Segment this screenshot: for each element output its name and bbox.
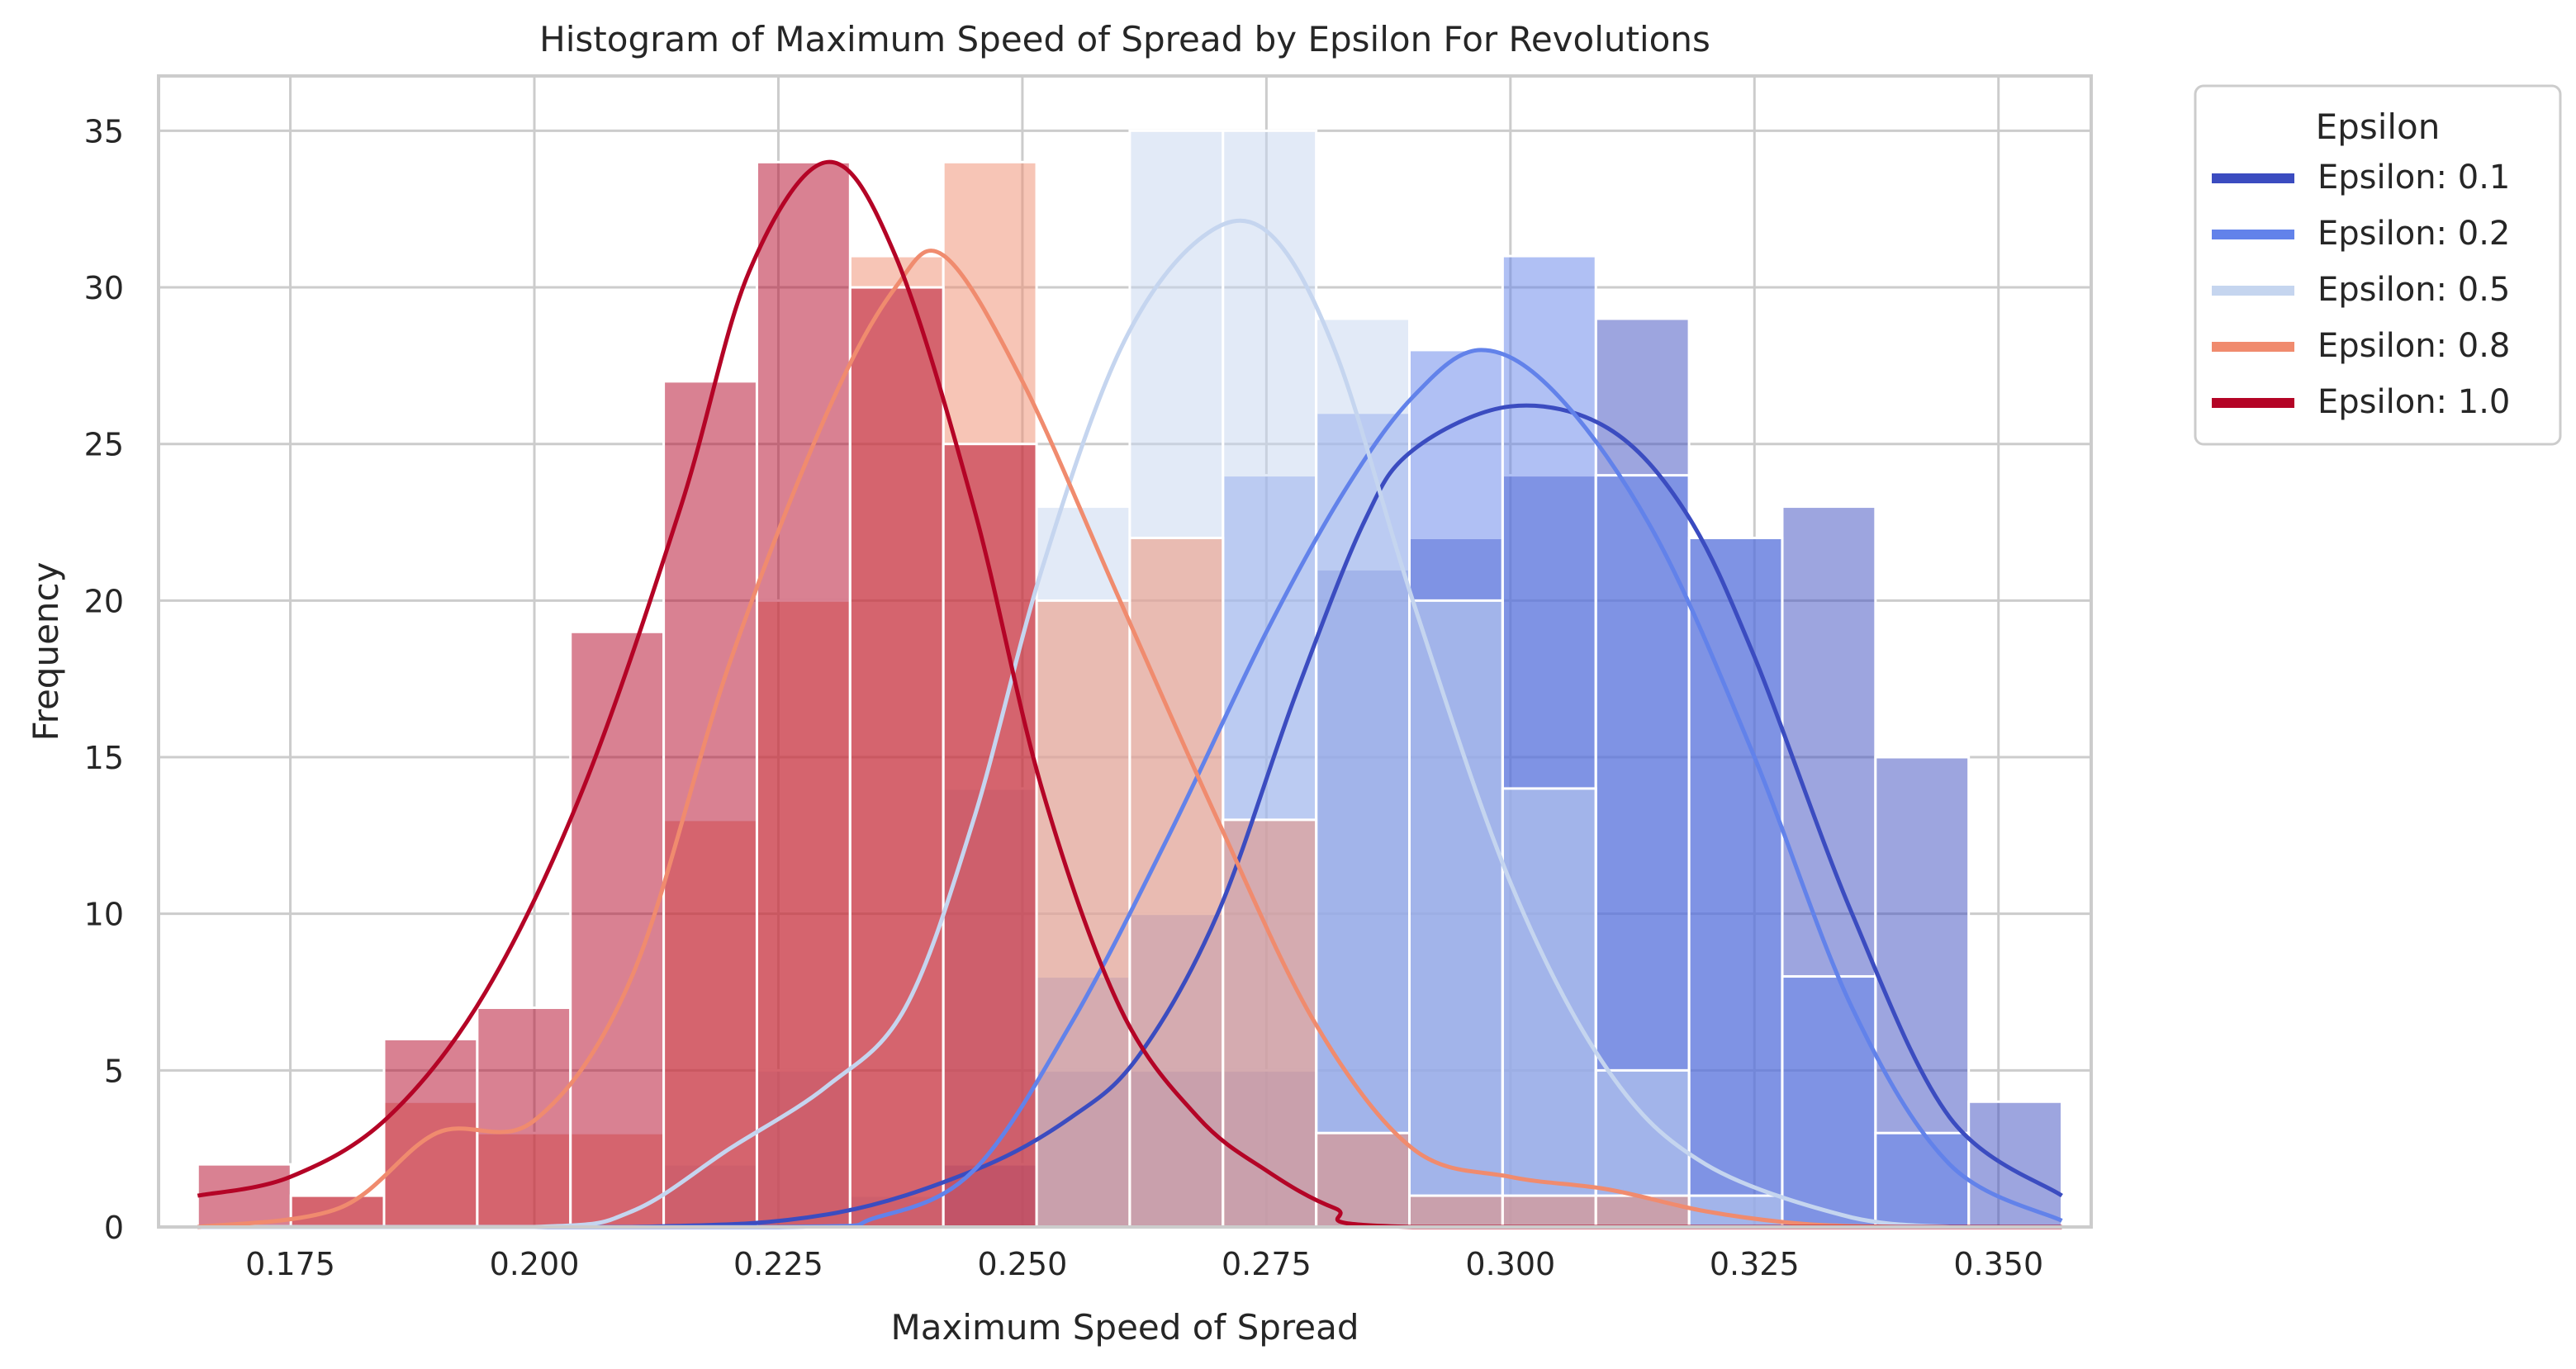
plot-frame [157,74,2093,1229]
x-tick-label: 0.250 [978,1246,1068,1282]
histogram-bar [382,1037,479,1229]
histogram-bar [1408,1194,1504,1229]
histogram-bar [1315,1131,1411,1229]
histogram-bar [1687,536,1784,1229]
histogram-bar [476,1006,572,1229]
kde-line-series-2 [197,218,1950,1229]
legend-label: Epsilon: 1.0 [2317,383,2510,421]
x-tick-label: 0.275 [1222,1246,1312,1282]
kde-line-series-3 [197,249,1901,1229]
legend-label: Epsilon: 0.8 [2317,327,2510,365]
x-tick-label: 0.350 [1953,1246,2043,1282]
x-tick-label: 0.325 [1710,1246,1800,1282]
y-axis-ticks: 0 5 10 15 20 25 30 35 [84,113,124,1246]
y-tick-label: 25 [84,427,124,463]
kde-line-series-4 [197,159,2062,1229]
y-tick-label: 15 [84,740,124,776]
legend-title: Epsilon [2316,107,2441,147]
histogram-bars [196,129,2064,1229]
kde-line-series-1 [197,348,2063,1229]
histogram-bar [662,380,758,1229]
histogram-bar [1315,317,1411,1229]
y-axis-label: Frequency [26,562,66,741]
legend-label: Epsilon: 0.5 [2317,271,2510,309]
x-tick-label: 0.300 [1465,1246,1555,1282]
histogram-bar [1501,787,1597,1229]
chart-title: Histogram of Maximum Speed of Spread by … [539,19,1710,59]
histogram-bar [1222,818,1318,1229]
legend-label: Epsilon: 0.1 [2317,159,2510,197]
histogram-bar [1408,599,1504,1229]
histogram-bar [1781,975,1877,1229]
x-tick-label: 0.225 [733,1246,823,1282]
y-tick-label: 5 [104,1053,124,1089]
kde-curves [197,159,2063,1229]
x-axis-ticks: 0.175 0.200 0.225 0.250 0.275 0.300 0.325 0.350 [245,1246,2043,1282]
y-tick-label: 30 [84,270,124,306]
y-tick-label: 35 [84,113,124,149]
histogram-bar [1501,1194,1597,1229]
kde-line-series-0 [197,403,2063,1229]
x-tick-label: 0.175 [245,1246,335,1282]
histogram-bar [196,1163,292,1229]
histogram-bar [942,443,1038,1229]
histogram-bar [848,286,945,1229]
y-tick-label: 20 [84,583,124,619]
histogram-bar [755,160,852,1229]
histogram-bar [1874,1131,1971,1229]
x-tick-label: 0.200 [490,1246,580,1282]
histogram-bar [1594,1194,1691,1229]
legend-items: Epsilon: 0.1 Epsilon: 0.2 Epsilon: 0.5 Epsi… [2212,159,2510,421]
histogram-bar [289,1194,386,1229]
histogram-bar [1967,1100,2064,1229]
y-tick-label: 10 [84,897,124,933]
y-tick-label: 0 [104,1210,124,1246]
x-axis-label: Maximum Speed of Spread [890,1307,1359,1348]
legend-label: Epsilon: 0.2 [2317,215,2510,253]
